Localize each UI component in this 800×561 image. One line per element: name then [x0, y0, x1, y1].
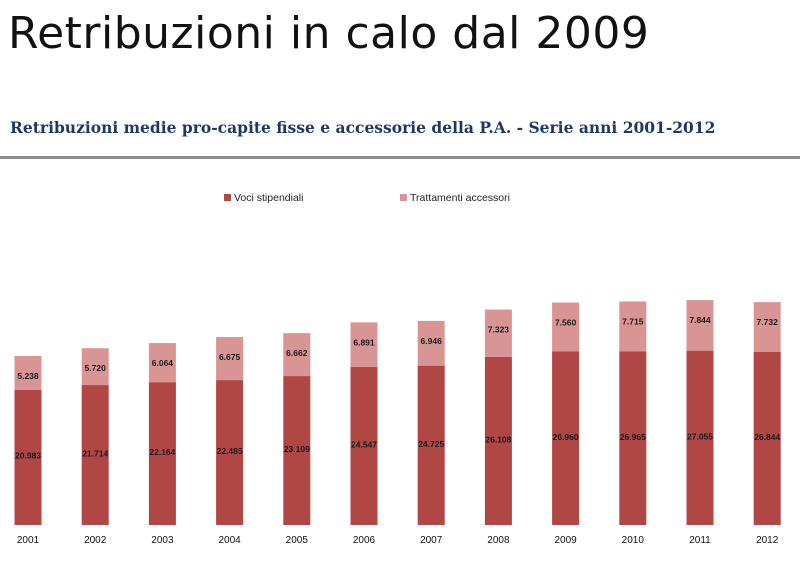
x-tick-label-2001: 2001: [17, 535, 40, 546]
x-tick-label-2005: 2005: [286, 535, 309, 546]
bar-voci-stipendiali-2010: [619, 351, 647, 525]
title-divider: [0, 156, 800, 159]
data-label-voci-stipendiali-2009: 26.960: [553, 432, 579, 442]
data-label-trattamenti-accessori-2011: 7.844: [689, 315, 711, 325]
x-tick-label-2008: 2008: [487, 535, 510, 546]
legend-label-trattamenti-accessori: Trattamenti accessori: [410, 192, 510, 204]
bar-voci-stipendiali-2008: [484, 356, 512, 525]
bar-trattamenti-accessori-2006: [350, 322, 378, 367]
stacked-bar-chart: Voci stipendiali Trattamenti accessori 20…: [14, 192, 781, 546]
data-label-voci-stipendiali-2008: 26.108: [485, 435, 511, 445]
bar-voci-stipendiali-2007: [417, 365, 445, 525]
data-label-trattamenti-accessori-2012: 7.732: [757, 317, 779, 327]
bar-trattamenti-accessori-2005: [283, 333, 311, 377]
x-tick-label-2002: 2002: [84, 535, 107, 546]
bar-trattamenti-accessori-2010: [619, 301, 647, 352]
data-label-trattamenti-accessori-2009: 7.560: [555, 318, 577, 328]
legend-label-voci-stipendiali: Voci stipendiali: [234, 192, 303, 204]
data-label-voci-stipendiali-2011: 27.055: [687, 432, 713, 442]
data-label-trattamenti-accessori-2006: 6.891: [353, 337, 375, 347]
data-label-voci-stipendiali-2002: 21.714: [82, 448, 108, 458]
data-label-voci-stipendiali-2006: 24.547: [351, 439, 377, 449]
legend: Voci stipendiali Trattamenti accessori: [224, 192, 510, 204]
data-label-voci-stipendiali-2003: 22.164: [149, 447, 175, 457]
data-label-trattamenti-accessori-2005: 6.662: [286, 348, 308, 358]
data-label-trattamenti-accessori-2007: 6.946: [421, 336, 443, 346]
bars: 20.983 5.238 21.714 5.720 22.164 6.064 22.485 6…: [14, 300, 781, 525]
bar-trattamenti-accessori-2008: [484, 309, 512, 357]
bar-voci-stipendiali-2011: [686, 350, 714, 525]
bar-voci-stipendiali-2006: [350, 366, 378, 525]
bar-trattamenti-accessori-2001: [14, 356, 42, 390]
x-tick-label-2006: 2006: [353, 535, 376, 546]
x-tick-label-2011: 2011: [689, 535, 711, 546]
bar-trattamenti-accessori-2003: [148, 343, 176, 383]
bar-voci-stipendiali-2002: [81, 385, 109, 525]
data-label-trattamenti-accessori-2002: 5.720: [85, 363, 107, 373]
data-label-trattamenti-accessori-2004: 6.675: [219, 352, 241, 362]
bar-trattamenti-accessori-2004: [216, 337, 244, 381]
slide-title: Retribuzioni in calo dal 2009: [8, 8, 650, 59]
legend-swatch-trattamenti-accessori: [400, 194, 407, 201]
bar-trattamenti-accessori-2002: [81, 348, 109, 386]
x-tick-label-2004: 2004: [218, 535, 241, 546]
x-axis-ticks: 2001 2002 2003 2004 2005 2006 2007 2008 2009 2010…: [17, 535, 779, 546]
bar-voci-stipendiali-2012: [753, 351, 781, 525]
bar-trattamenti-accessori-2011: [686, 300, 714, 351]
data-label-voci-stipendiali-2005: 23.109: [284, 444, 310, 454]
bar-trattamenti-accessori-2007: [417, 320, 445, 366]
bar-voci-stipendiali-2009: [552, 351, 580, 525]
data-label-trattamenti-accessori-2008: 7.323: [488, 325, 510, 335]
bar-trattamenti-accessori-2009: [552, 302, 580, 352]
data-label-voci-stipendiali-2001: 20.983: [15, 451, 41, 461]
bar-voci-stipendiali-2005: [283, 376, 311, 525]
bar-voci-stipendiali-2003: [148, 382, 176, 525]
data-label-voci-stipendiali-2004: 22.485: [217, 446, 243, 456]
data-label-trattamenti-accessori-2010: 7.715: [622, 316, 644, 326]
data-label-voci-stipendiali-2012: 26.844: [754, 432, 780, 442]
data-label-voci-stipendiali-2010: 26.965: [620, 432, 646, 442]
x-tick-label-2012: 2012: [756, 535, 779, 546]
x-tick-label-2003: 2003: [151, 535, 174, 546]
legend-swatch-voci-stipendiali: [224, 194, 231, 201]
data-label-trattamenti-accessori-2003: 6.064: [152, 358, 174, 368]
bar-voci-stipendiali-2001: [14, 389, 42, 525]
x-tick-label-2007: 2007: [420, 535, 443, 546]
bar-trattamenti-accessori-2012: [753, 302, 781, 352]
data-label-voci-stipendiali-2007: 24.725: [418, 439, 444, 449]
chart-title: Retribuzioni medie pro-capite fisse e ac…: [10, 118, 716, 137]
x-tick-label-2009: 2009: [554, 535, 577, 546]
x-tick-label-2010: 2010: [622, 535, 645, 546]
data-label-trattamenti-accessori-2001: 5.238: [17, 371, 39, 381]
bar-voci-stipendiali-2004: [216, 380, 244, 525]
